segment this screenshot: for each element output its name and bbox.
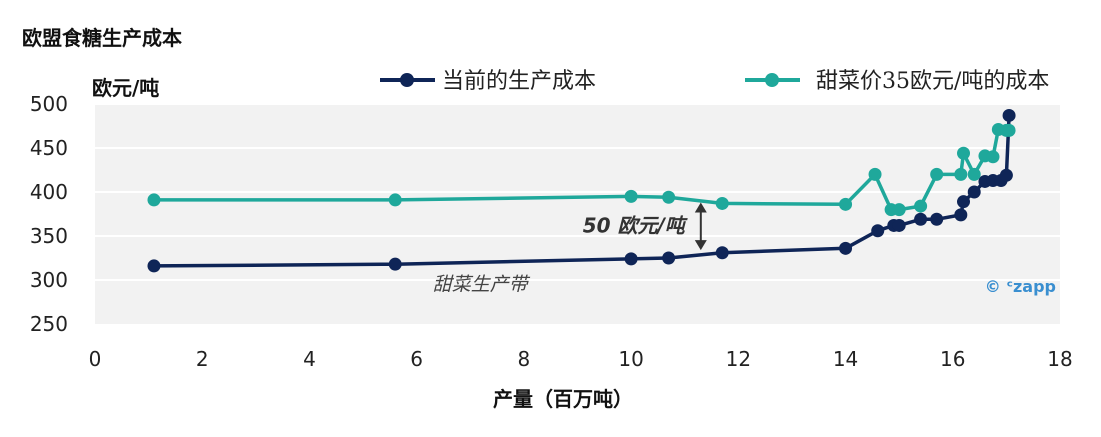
data-point [662, 190, 676, 204]
legend-marker-beet [765, 73, 779, 87]
data-point [1002, 108, 1016, 122]
data-point [986, 150, 1000, 164]
y-tick-label: 500 [30, 92, 68, 116]
series-layer [147, 108, 1016, 273]
brand-watermark: © ᶜzapp [985, 277, 1056, 296]
data-point [715, 246, 729, 260]
x-tick-label: 12 [726, 347, 751, 371]
x-axis-label: 产量（百万吨） [493, 387, 633, 411]
chart-title: 欧盟食糖生产成本 [22, 26, 182, 50]
x-tick-label: 6 [410, 347, 423, 371]
legend: 当前的生产成本 甜菜价35欧元/吨的成本 [380, 69, 1049, 94]
y-tick-label: 250 [30, 312, 68, 336]
y-tick-label: 400 [30, 180, 68, 204]
data-point [957, 195, 970, 209]
data-point [839, 241, 853, 255]
plot-area [95, 104, 1060, 324]
data-point [930, 167, 944, 181]
y-tick-label: 350 [30, 224, 68, 248]
data-point [957, 146, 970, 160]
data-point [624, 252, 638, 266]
x-tick-label: 2 [196, 347, 209, 371]
data-point [967, 185, 981, 199]
data-point [147, 259, 161, 273]
data-point [967, 167, 981, 181]
data-point [914, 199, 928, 213]
x-tick-label: 8 [518, 347, 531, 371]
x-tick-label: 14 [833, 347, 858, 371]
data-point [999, 168, 1013, 182]
data-point [388, 193, 402, 207]
data-point [871, 224, 885, 238]
data-point [954, 208, 968, 222]
y-axis-ticks: 250 300 350 400 450 500 [30, 92, 68, 336]
data-point [624, 189, 638, 203]
y-tick-label: 450 [30, 136, 68, 160]
x-tick-label: 16 [940, 347, 965, 371]
y-tick-label: 300 [30, 268, 68, 292]
gap-arrow-head-bottom [694, 240, 707, 251]
x-tick-label: 0 [89, 347, 102, 371]
x-tick-label: 10 [618, 347, 643, 371]
gap-arrow-head-top [694, 202, 707, 213]
x-axis-ticks: 0 2 4 6 8 10 12 14 16 18 [89, 347, 1073, 371]
data-point [914, 212, 928, 226]
data-point [715, 196, 729, 210]
data-point [868, 167, 882, 181]
data-point [892, 203, 906, 217]
gap-label: 50 欧元/吨 [583, 213, 688, 237]
legend-label-beet: 甜菜价35欧元/吨的成本 [816, 69, 1049, 94]
data-point [954, 167, 968, 181]
annotations: 50 欧元/吨 甜菜生产带 © ᶜzapp [433, 202, 1056, 296]
series-0 [147, 108, 1016, 273]
data-point [930, 212, 944, 226]
data-point [1002, 123, 1016, 137]
data-point [388, 257, 402, 271]
legend-marker-current [400, 73, 414, 87]
x-tick-label: 18 [1047, 347, 1072, 371]
data-point [892, 218, 906, 232]
series-1 [147, 123, 1016, 217]
data-point [147, 193, 161, 207]
gridlines [95, 103, 1060, 281]
legend-label-current: 当前的生产成本 [442, 69, 596, 94]
beet-band-label: 甜菜生产带 [433, 274, 531, 296]
x-tick-label: 4 [303, 347, 316, 371]
y-axis-label: 欧元/吨 [92, 76, 159, 100]
data-point [839, 197, 853, 211]
data-point [662, 251, 676, 265]
